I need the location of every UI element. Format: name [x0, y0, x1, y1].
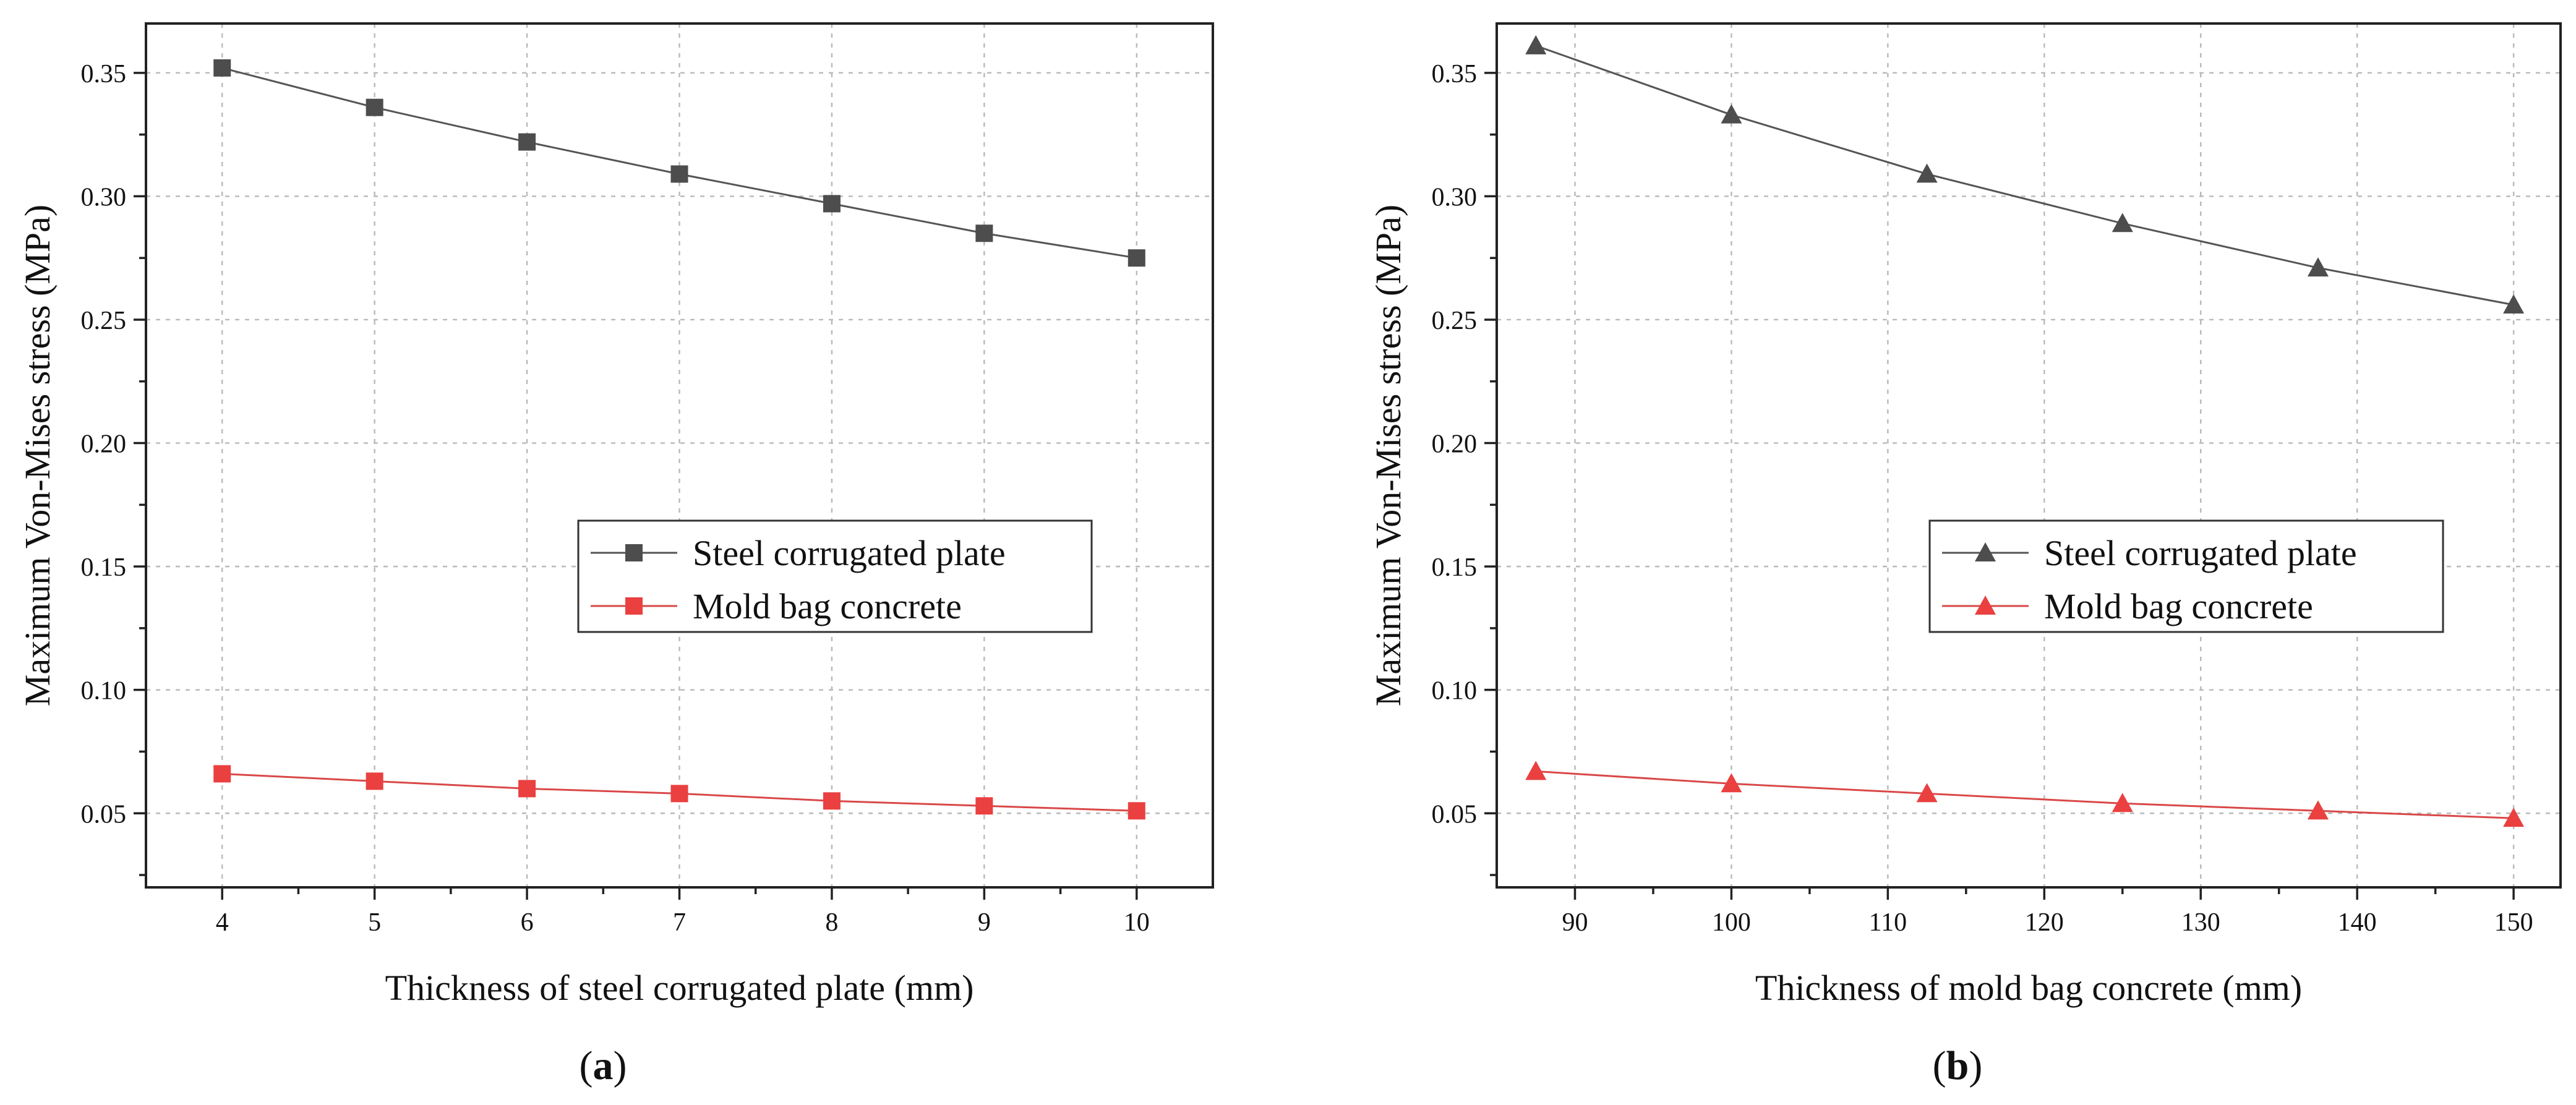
legend-label: Steel corrugated plate	[2044, 533, 2357, 573]
panel-label-letter: a	[593, 1043, 614, 1088]
data-point-marker	[1721, 104, 1742, 124]
data-point-marker	[823, 792, 841, 810]
y-tick-label: 0.05	[1432, 800, 1478, 829]
panel-label-letter: b	[1946, 1043, 1969, 1088]
series-line	[1536, 770, 2514, 819]
x-tick-label: 4	[216, 908, 229, 937]
y-axis-label: Maximum Von-Mises stress (MPa)	[17, 205, 58, 707]
y-axis-label: Maximum Von-Mises stress (MPa)	[1368, 205, 1408, 707]
legend-marker	[625, 544, 643, 561]
data-point-marker	[2307, 800, 2329, 820]
data-point-marker	[1721, 773, 1742, 793]
x-tick-label: 10	[1124, 908, 1150, 937]
x-tick-label: 130	[2181, 908, 2220, 937]
x-tick-label: 7	[673, 908, 686, 937]
legend-label: Mold bag concrete	[2044, 586, 2313, 626]
series-line	[1535, 45, 2514, 306]
data-point-marker	[213, 765, 231, 783]
data-point-marker	[366, 98, 383, 116]
y-tick-label: 0.25	[81, 307, 127, 335]
y-tick-label: 0.05	[81, 800, 127, 829]
legend-box	[577, 519, 1093, 633]
data-point-marker	[1916, 163, 1938, 183]
y-tick-label: 0.15	[81, 553, 127, 582]
panel-label-close: )	[1969, 1043, 1982, 1088]
data-point-marker	[1128, 802, 1145, 820]
legend-marker	[1975, 542, 1996, 561]
data-point-marker	[2503, 294, 2525, 314]
y-tick-label: 0.30	[81, 183, 127, 211]
y-tick-label: 0.35	[1432, 60, 1478, 88]
x-tick-label: 140	[2338, 908, 2377, 937]
y-tick-label: 0.20	[1432, 430, 1478, 459]
x-tick-label: 120	[2025, 908, 2064, 937]
data-point-marker	[823, 195, 841, 213]
data-point-marker	[1525, 761, 1547, 780]
data-point-marker	[2112, 793, 2133, 813]
data-point-marker	[975, 224, 993, 242]
chart-panel-b: 90 100 110 120 130 140 150 0.05 0.10 0.15 0.20 0.25…	[1368, 22, 2562, 1088]
data-point-marker	[1525, 35, 1547, 54]
x-axis-label: Thickness of mold bag concrete (mm)	[1755, 968, 2302, 1008]
panel-label: (a)	[580, 1043, 627, 1088]
legend-box	[1928, 519, 2444, 633]
data-point-marker	[975, 797, 993, 815]
y-tick-label: 0.35	[81, 60, 127, 88]
data-point-marker	[670, 785, 688, 803]
x-tick-label: 150	[2494, 908, 2533, 937]
panel-label-open: (	[580, 1043, 593, 1088]
y-tick-label: 0.25	[1432, 307, 1478, 335]
x-tick-label: 100	[1712, 908, 1751, 937]
x-tick-label: 90	[1562, 908, 1588, 937]
y-tick-label: 0.15	[1432, 553, 1478, 582]
legend-label: Mold bag concrete	[693, 586, 962, 626]
data-point-marker	[213, 59, 231, 77]
legend-marker	[625, 597, 643, 615]
y-tick-label: 0.30	[1432, 183, 1478, 211]
panel-label-open: (	[1933, 1043, 1946, 1088]
y-tick-label: 0.10	[81, 677, 127, 706]
plot-frame	[1496, 22, 2562, 889]
x-tick-label: 8	[825, 908, 838, 937]
panel-label: (b)	[1933, 1043, 1983, 1088]
y-tick-label: 0.10	[1432, 677, 1478, 706]
data-point-marker	[670, 165, 688, 183]
x-axis-label: Thickness of steel corrugated plate (mm)	[385, 968, 974, 1008]
x-tick-label: 6	[521, 908, 534, 937]
chart-panel-a: 4 5 6 7 8 9 10 0.05 0.10 0.15 0.20 0.25 0.30 0.35 Thic…	[17, 22, 1214, 1088]
x-tick-label: 9	[978, 908, 991, 937]
data-point-marker	[2503, 808, 2525, 827]
y-tick-label: 0.20	[81, 430, 127, 459]
legend-label: Steel corrugated plate	[693, 533, 1006, 573]
x-tick-label: 110	[1869, 908, 1907, 937]
data-point-marker	[2307, 257, 2329, 277]
x-tick-label: 5	[368, 908, 381, 937]
data-point-marker	[1128, 249, 1145, 267]
data-point-marker	[366, 772, 383, 790]
legend-marker	[1975, 595, 1996, 615]
data-point-marker	[1916, 783, 1938, 803]
data-point-marker	[2112, 213, 2133, 233]
data-point-marker	[518, 780, 536, 798]
data-point-marker	[518, 133, 536, 151]
panel-label-close: )	[614, 1043, 627, 1088]
